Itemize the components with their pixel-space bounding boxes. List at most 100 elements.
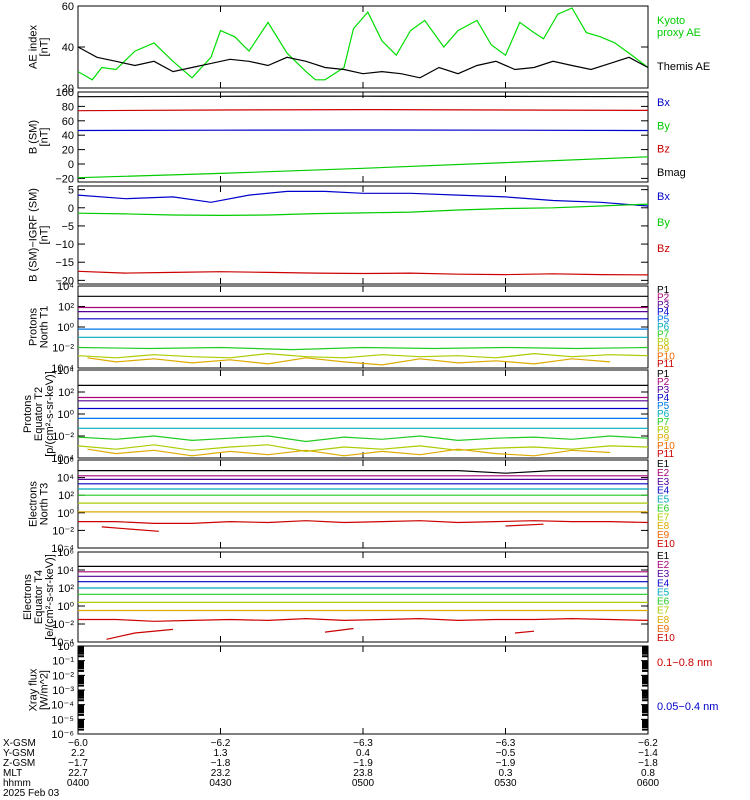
series-line-p9 — [87, 357, 611, 366]
series-line-p7 — [78, 435, 648, 443]
y-axis-label: Protons — [22, 395, 34, 433]
series-line-by — [78, 156, 648, 179]
y-tick-label: 0 — [68, 159, 74, 171]
table-cell: 0500 — [352, 778, 375, 789]
panel-bdiff: −20 −15 −10 −5 0 5 B (SM)−IGRF (SM) [nT] Bx By Bz — [28, 185, 671, 288]
y-tick-label: 10⁻⁴ — [51, 700, 74, 712]
y-tick-label: −20 — [55, 275, 74, 287]
series-line-e10 — [78, 520, 648, 525]
legend-entry: E9 — [657, 624, 670, 635]
legend-entry: E7 — [657, 512, 670, 523]
y-axis-label: Electrons — [28, 481, 40, 527]
y-tick-label: 60 — [62, 1, 74, 13]
y-tick-label: 10⁴ — [57, 281, 74, 293]
series-line-kyoto-proxy-ae — [78, 7, 648, 81]
legend-entry: Bmag — [657, 167, 686, 179]
y-tick-label: 5 — [68, 185, 74, 197]
y-axis-label: [e/(cm²-s-sr-keV)] — [44, 554, 56, 640]
y-tick-label: 10⁻² — [52, 525, 74, 537]
y-tick-label: 10⁶ — [57, 455, 74, 467]
legend-entry: E4 — [657, 578, 670, 589]
y-axis-label: Equator T4 — [33, 570, 45, 624]
legend-entry: P9 — [657, 344, 670, 355]
series-line-e1 — [78, 470, 648, 474]
legend-entry: P10 — [657, 441, 675, 452]
table-cell: 0400 — [67, 778, 90, 789]
table-cell: −6.3 — [496, 738, 516, 749]
table-cell: −1.9 — [353, 758, 373, 769]
legend-entry: Bz — [657, 144, 670, 156]
y-axis-label: Xray flux — [28, 668, 40, 711]
legend-entry: P11 — [657, 359, 674, 370]
y-tick-label: 0 — [68, 203, 74, 215]
legend-entry: 0.1−0.8 nm — [657, 657, 712, 669]
legend-entry: P3 — [657, 300, 670, 311]
y-tick-label: 10⁻⁴ — [51, 363, 74, 375]
y-tick-label: 20 — [62, 145, 74, 157]
table-cell: −1.8 — [211, 758, 231, 769]
legend-entry: E4 — [657, 486, 670, 497]
table-cell: 0.3 — [499, 768, 513, 779]
panel-xray: 10⁻⁶ 10⁻⁵ 10⁻⁴ 10⁻³ 10⁻² 10⁻¹ 10⁰ Xray flux [W/m… — [28, 641, 719, 741]
table-cell: 0.4 — [356, 748, 370, 759]
y-axis-label: Electrons — [22, 574, 34, 620]
legend-entry: P2 — [657, 377, 670, 388]
legend-entry: P11 — [657, 449, 674, 460]
y-tick-label: 80 — [62, 101, 74, 113]
legend-entry: P2 — [657, 292, 670, 303]
legend-entry: P8 — [657, 425, 670, 436]
series-line-by — [78, 203, 648, 217]
legend-entry: Kyoto — [657, 15, 685, 27]
y-tick-label: 20 — [62, 83, 74, 95]
table-cell: 23.2 — [211, 768, 231, 779]
legend-entry: P5 — [657, 315, 670, 326]
series-line-p7 — [78, 346, 648, 351]
legend-entry: E2 — [657, 560, 670, 571]
y-tick-label: 10⁰ — [57, 322, 74, 334]
legend-entry: Bz — [657, 243, 670, 255]
series-line-bz — [78, 270, 648, 276]
y-tick-label: 10² — [58, 583, 74, 595]
y-tick-label: 10⁻⁶ — [51, 729, 74, 741]
orbit-table: X-GSM −6.0 −6.2 −6.3 −6.3 −6.2Y-GSM 2.2 1.3 0.4−… — [3, 738, 660, 799]
legend-entry: E1 — [657, 551, 670, 562]
y-tick-label: 10⁴ — [57, 473, 74, 485]
y-tick-label: 10⁰ — [57, 409, 74, 421]
y-tick-label: −10 — [55, 239, 74, 251]
table-cell: −1.8 — [638, 758, 658, 769]
legend-entry: P7 — [657, 417, 670, 428]
table-row-label: Y-GSM — [3, 748, 35, 759]
legend-entry: E7 — [657, 606, 670, 617]
y-tick-label: −20 — [55, 173, 74, 185]
legend-entry: E2 — [657, 468, 670, 479]
legend-entry: E3 — [657, 569, 670, 580]
y-tick-label: 10⁻¹ — [52, 656, 74, 668]
panel-frame — [77, 459, 649, 549]
series-fragment — [101, 526, 159, 532]
legend-entry: E8 — [657, 521, 670, 532]
table-cell: −6.2 — [211, 738, 231, 749]
y-tick-label: 10⁴ — [57, 365, 74, 377]
legend-entry: E5 — [657, 587, 670, 598]
table-cell: −1.4 — [638, 748, 658, 759]
legend-entry: By — [657, 120, 670, 132]
legend-entry: P9 — [657, 433, 670, 444]
y-tick-label: 10² — [58, 302, 74, 314]
table-row-label: X-GSM — [3, 738, 36, 749]
panel-pnt1: 10⁻⁴ 10⁻² 10⁰ 10² 10⁴ Protons North T1 P1P2P3P4… — [28, 281, 676, 375]
table-row-label: MLT — [3, 768, 22, 779]
series-line-bx — [78, 190, 648, 207]
legend-entry: P8 — [657, 337, 670, 348]
y-axis-label: B (SM)−IGRF (SM) — [28, 188, 40, 282]
date-label: 2025 Feb 03 — [3, 788, 60, 799]
series-fragment — [514, 630, 535, 634]
panel-eeq4: 10⁻⁴ 10⁻² 10⁰ 10² 10⁴ 10⁶ Electrons Equator T4[… — [22, 547, 675, 649]
series-fragment — [505, 523, 544, 527]
y-axis-label: AE index — [28, 24, 40, 69]
y-tick-label: 10⁻⁴ — [51, 637, 74, 649]
y-tick-label: 10⁻⁴ — [51, 453, 74, 465]
legend-entry: Bx — [657, 191, 670, 203]
series-line-p8 — [78, 444, 648, 453]
